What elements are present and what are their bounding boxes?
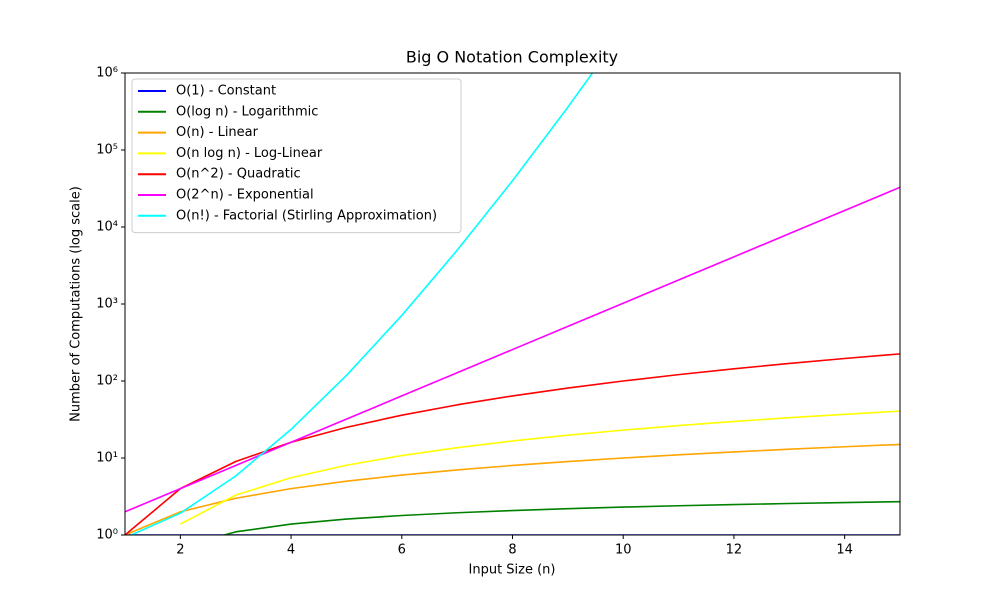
x-tick-label: 10 [615,543,632,558]
x-axis-label: Input Size (n) [469,563,556,578]
legend-label: O(2^n) - Exponential [176,188,314,203]
y-tick-label: 10² [96,374,118,389]
plot-area [125,73,900,535]
series-line [179,410,900,525]
legend-label: O(log n) - Logarithmic [176,104,318,119]
legend-label: O(n^2) - Quadratic [176,167,301,182]
y-tick-label: 10³ [96,297,118,312]
x-tick-label: 4 [287,543,295,558]
legend-box [131,78,462,234]
series-line [125,353,900,535]
series-line [125,186,900,513]
y-tick-label: 10⁴ [96,220,118,235]
y-tick-label: 10⁵ [96,143,118,158]
legend-label: O(1) - Constant [176,84,276,99]
x-tick-label: 12 [726,543,743,558]
y-axis-label: Number of Computations (log scale) [69,186,84,422]
legend-label: O(n log n) - Log-Linear [176,146,323,161]
x-tick-label: 8 [508,543,516,558]
y-tick-label: 10¹ [96,451,118,466]
chart-title: Big O Notation Complexity [406,48,618,67]
y-tick-label: 10⁰ [96,528,118,543]
series-line [221,500,900,535]
y-tick-label: 10⁶ [96,66,118,81]
legend-label: O(n) - Linear [176,125,259,140]
series-line [129,73,594,535]
x-tick-label: 2 [176,543,184,558]
series-line [125,443,900,535]
x-tick-label: 14 [836,543,853,558]
x-tick-label: 6 [398,543,406,558]
legend-label: O(n!) - Factorial (Stirling Approximatio… [176,208,437,223]
